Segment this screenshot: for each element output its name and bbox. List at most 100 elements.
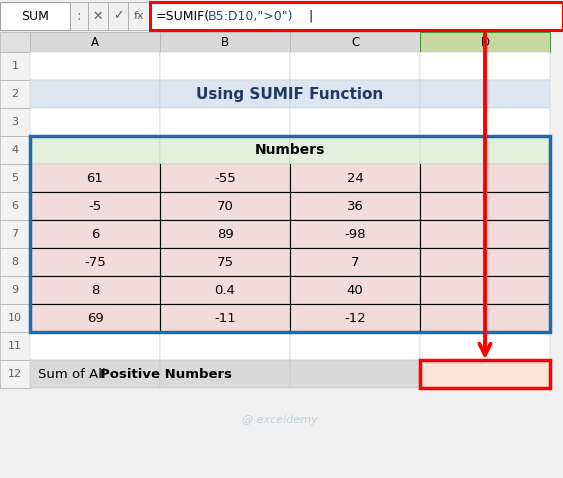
FancyBboxPatch shape	[290, 32, 420, 52]
FancyBboxPatch shape	[0, 304, 30, 332]
FancyBboxPatch shape	[290, 164, 420, 192]
Text: C: C	[351, 35, 359, 48]
FancyBboxPatch shape	[290, 192, 420, 220]
FancyBboxPatch shape	[0, 332, 30, 360]
FancyBboxPatch shape	[420, 276, 550, 304]
FancyBboxPatch shape	[0, 192, 30, 220]
FancyBboxPatch shape	[150, 2, 563, 30]
Text: ✕: ✕	[93, 10, 103, 22]
FancyBboxPatch shape	[420, 192, 550, 220]
FancyBboxPatch shape	[420, 108, 550, 136]
Text: :: :	[77, 9, 81, 23]
Text: @ exceldemy: @ exceldemy	[242, 415, 318, 425]
FancyBboxPatch shape	[30, 80, 160, 108]
FancyBboxPatch shape	[0, 220, 30, 248]
FancyBboxPatch shape	[0, 32, 30, 52]
Text: -98: -98	[344, 228, 366, 240]
FancyBboxPatch shape	[290, 80, 420, 108]
FancyBboxPatch shape	[0, 360, 30, 388]
FancyBboxPatch shape	[30, 108, 160, 136]
Text: -75: -75	[84, 256, 106, 269]
FancyBboxPatch shape	[128, 2, 150, 30]
Text: 4: 4	[11, 145, 19, 155]
FancyBboxPatch shape	[160, 32, 290, 52]
Text: ✓: ✓	[113, 10, 123, 22]
Text: Using SUMIF Function: Using SUMIF Function	[196, 87, 383, 101]
Text: Positive Numbers: Positive Numbers	[100, 368, 232, 380]
FancyBboxPatch shape	[160, 136, 290, 164]
FancyBboxPatch shape	[160, 52, 290, 80]
Text: Numbers: Numbers	[255, 143, 325, 157]
FancyBboxPatch shape	[30, 136, 160, 164]
Text: 8: 8	[11, 257, 19, 267]
Text: 10: 10	[8, 313, 22, 323]
FancyBboxPatch shape	[290, 276, 420, 304]
FancyBboxPatch shape	[30, 276, 160, 304]
FancyBboxPatch shape	[420, 164, 550, 192]
Text: =SUMIF (B5:D10,
">0"): =SUMIF (B5:D10, ">0")	[440, 363, 530, 385]
FancyBboxPatch shape	[160, 360, 290, 388]
FancyBboxPatch shape	[30, 304, 160, 332]
FancyBboxPatch shape	[160, 304, 290, 332]
FancyBboxPatch shape	[290, 248, 420, 276]
Text: Sum of All: Sum of All	[38, 368, 110, 380]
FancyBboxPatch shape	[30, 52, 160, 80]
FancyBboxPatch shape	[30, 164, 160, 192]
Text: 24: 24	[347, 172, 364, 185]
FancyBboxPatch shape	[420, 360, 550, 388]
FancyBboxPatch shape	[30, 332, 160, 360]
FancyBboxPatch shape	[420, 32, 550, 52]
Text: 2: 2	[11, 89, 19, 99]
FancyBboxPatch shape	[0, 136, 30, 164]
Text: 7: 7	[351, 256, 359, 269]
Text: 75: 75	[217, 256, 234, 269]
FancyBboxPatch shape	[420, 136, 550, 164]
FancyBboxPatch shape	[88, 2, 108, 30]
Text: -5: -5	[88, 199, 102, 213]
FancyBboxPatch shape	[0, 248, 30, 276]
FancyBboxPatch shape	[0, 80, 30, 108]
FancyBboxPatch shape	[160, 248, 290, 276]
FancyBboxPatch shape	[420, 248, 550, 276]
Text: -55: -55	[214, 172, 236, 185]
FancyBboxPatch shape	[420, 220, 550, 248]
Text: 89: 89	[217, 228, 234, 240]
Text: 11: 11	[8, 341, 22, 351]
FancyBboxPatch shape	[290, 332, 420, 360]
Text: 69: 69	[87, 312, 104, 325]
Text: A: A	[91, 35, 99, 48]
Text: D: D	[480, 35, 490, 48]
Text: 8: 8	[91, 283, 99, 296]
Text: 36: 36	[347, 199, 364, 213]
Text: |: |	[308, 10, 312, 22]
Text: SUM: SUM	[21, 10, 49, 22]
FancyBboxPatch shape	[420, 52, 550, 80]
FancyBboxPatch shape	[30, 220, 160, 248]
FancyBboxPatch shape	[420, 332, 550, 360]
Text: 6: 6	[11, 201, 19, 211]
Text: fx: fx	[133, 11, 144, 21]
Text: 3: 3	[11, 117, 19, 127]
Text: 1: 1	[11, 61, 19, 71]
FancyBboxPatch shape	[160, 80, 290, 108]
Text: B5:D10,">0"): B5:D10,">0")	[208, 10, 293, 22]
FancyBboxPatch shape	[290, 136, 420, 164]
Text: 7: 7	[11, 229, 19, 239]
FancyBboxPatch shape	[0, 164, 30, 192]
Text: 40: 40	[347, 283, 363, 296]
FancyBboxPatch shape	[160, 276, 290, 304]
FancyBboxPatch shape	[160, 192, 290, 220]
FancyBboxPatch shape	[160, 332, 290, 360]
FancyBboxPatch shape	[290, 108, 420, 136]
Text: 12: 12	[8, 369, 22, 379]
Text: 5: 5	[11, 173, 19, 183]
FancyBboxPatch shape	[30, 192, 160, 220]
Text: 0.4: 0.4	[215, 283, 235, 296]
Text: 6: 6	[91, 228, 99, 240]
Text: -12: -12	[344, 312, 366, 325]
FancyBboxPatch shape	[420, 360, 550, 388]
FancyBboxPatch shape	[160, 108, 290, 136]
FancyBboxPatch shape	[30, 248, 160, 276]
FancyBboxPatch shape	[30, 360, 160, 388]
FancyBboxPatch shape	[290, 220, 420, 248]
